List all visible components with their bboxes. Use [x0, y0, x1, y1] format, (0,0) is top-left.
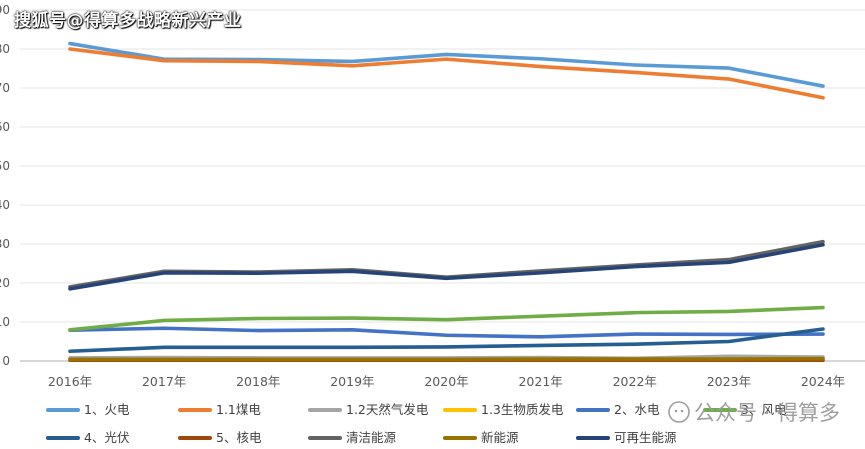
- watermark-text: 搜狐号@得算多战略新兴产业: [14, 11, 242, 31]
- y-tick-label: 50: [0, 159, 10, 173]
- x-tick-label: 2019年: [330, 374, 374, 389]
- legend-label: 1.2天然气发电: [346, 402, 429, 417]
- legend-label: 清洁能源: [346, 430, 397, 445]
- x-tick-label: 2021年: [518, 374, 562, 389]
- wechat-watermark-label: 公众号 · 得算多: [694, 401, 841, 425]
- series-line-11: [68, 242, 825, 291]
- series-line-10: [68, 356, 825, 362]
- wechat-icon: [668, 401, 690, 423]
- legend-label: 4、光伏: [84, 430, 130, 445]
- x-tick-label: 2020年: [424, 374, 468, 389]
- y-tick-label: 0: [2, 354, 10, 368]
- x-axis: 2016年 2017年 2018年 2019年 2020年 2021年 2022年 2023年…: [48, 374, 845, 389]
- legend-item: 5、核电: [178, 430, 262, 445]
- y-tick-label: 90: [0, 3, 10, 17]
- x-tick-label: 2023年: [707, 374, 751, 389]
- y-tick-label: 70: [0, 81, 10, 95]
- y-tick-label: 80: [0, 42, 10, 56]
- y-tick-label: 60: [0, 120, 10, 134]
- legend-label: 可再生能源: [614, 430, 677, 445]
- legend-item: 可再生能源: [576, 430, 677, 445]
- x-tick-label: 2018年: [236, 374, 280, 389]
- series-line-5: [68, 326, 825, 339]
- legend-item: 1、火电: [46, 402, 130, 417]
- legend-label: 1、火电: [84, 402, 130, 417]
- y-tick-label: 40: [0, 198, 10, 212]
- x-tick-label: 2024年: [801, 374, 845, 389]
- wechat-watermark: 公众号 · 得算多: [668, 397, 840, 427]
- legend-item: 1.1煤电: [178, 402, 261, 417]
- series-lines: [68, 41, 825, 363]
- x-tick-label: 2017年: [142, 374, 186, 389]
- legend-item: 2、水电: [576, 402, 660, 417]
- y-axis-ticks: 0 10 20 30 40 50 60 70 80 90: [0, 3, 10, 368]
- legend-item: 清洁能源: [308, 430, 397, 445]
- legend-label: 5、核电: [216, 430, 262, 445]
- legend-label: 1.3生物质发电: [481, 402, 564, 417]
- gridlines: [20, 9, 865, 362]
- y-tick-label: 10: [0, 315, 10, 329]
- series-line-6: [68, 305, 825, 332]
- legend: 1、火电 1.1煤电 1.2天然气发电 1.3生物质发电 2、水电 3、风电 4、光伏 5、核…: [46, 402, 787, 445]
- x-tick-label: 2022年: [613, 374, 657, 389]
- legend-item: 1.2天然气发电: [308, 402, 429, 417]
- y-tick-label: 20: [0, 276, 10, 290]
- legend-item: 1.3生物质发电: [443, 402, 564, 417]
- series-line-7: [68, 327, 825, 354]
- legend-item: 4、光伏: [46, 430, 130, 445]
- legend-item: 3、风电: [703, 402, 787, 417]
- legend-label: 新能源: [481, 430, 519, 445]
- series-line-2: [68, 47, 825, 100]
- y-tick-label: 30: [0, 237, 10, 251]
- x-tick-label: 2016年: [48, 374, 92, 389]
- legend-label: 2、水电: [614, 402, 660, 417]
- series-line-1: [68, 41, 825, 88]
- legend-label: 1.1煤电: [216, 402, 261, 417]
- legend-label: 3、风电: [741, 402, 787, 417]
- legend-item: 新能源: [443, 430, 519, 445]
